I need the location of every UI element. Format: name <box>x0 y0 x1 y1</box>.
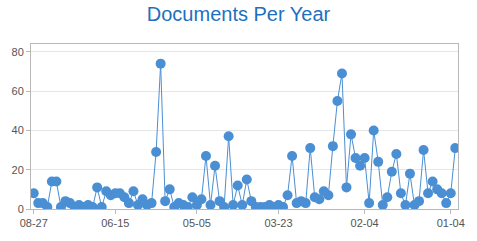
svg-text:20: 20 <box>12 164 24 176</box>
svg-text:06-15: 06-15 <box>101 217 129 229</box>
svg-text:40: 40 <box>12 124 24 136</box>
svg-text:08-27: 08-27 <box>20 217 48 229</box>
svg-text:03-23: 03-23 <box>264 217 292 229</box>
svg-text:0: 0 <box>18 203 24 215</box>
svg-text:60: 60 <box>12 85 24 97</box>
svg-text:02-04: 02-04 <box>351 217 379 229</box>
svg-text:80: 80 <box>12 46 24 58</box>
svg-text:01-04: 01-04 <box>437 217 465 229</box>
svg-text:Documents Per Year: Documents Per Year <box>147 3 331 25</box>
svg-text:05-05: 05-05 <box>183 217 211 229</box>
